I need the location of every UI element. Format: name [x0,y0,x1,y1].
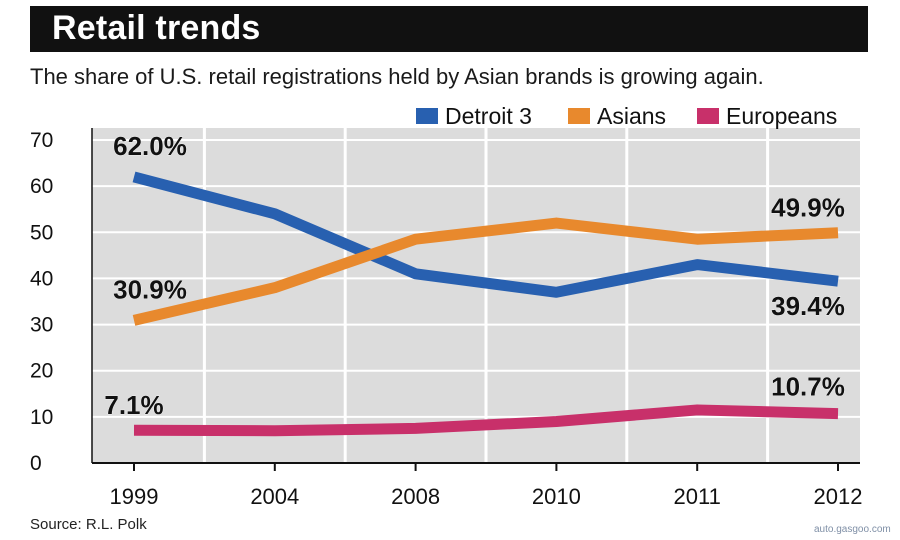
legend-swatch [416,108,438,124]
y-tick-label: 50 [30,221,53,244]
data-label: 7.1% [104,390,163,420]
legend-swatch [568,108,590,124]
y-tick-label: 0 [30,452,42,475]
y-tick-label: 30 [30,314,53,337]
x-tick-label: 2010 [532,484,581,509]
y-tick-label: 40 [30,267,53,290]
data-label: 39.4% [771,291,845,321]
watermark-text: auto.gasgoo.com [814,524,891,535]
series-line [132,171,839,298]
y-tick-label: 20 [30,360,53,383]
series-line [132,217,839,326]
x-tick-label: 1999 [110,484,159,509]
y-tick-label: 60 [30,175,53,198]
legend-swatch [697,108,719,124]
title-bar: Retail trends [30,6,868,52]
y-tick-label: 70 [30,129,53,152]
x-tick-label: 2012 [814,484,863,509]
legend-label: Detroit 3 [445,103,532,129]
chart-title: Retail trends [52,9,261,47]
series-line [133,404,839,437]
data-label: 30.9% [113,274,187,304]
x-tick-label: 2004 [250,484,299,509]
source-note: Source: R.L. Polk [30,516,147,533]
data-label: 49.9% [771,193,845,223]
data-label: 10.7% [771,372,845,402]
chart-subtitle: The share of U.S. retail registrations h… [30,64,764,89]
legend-label: Asians [597,103,666,129]
x-tick-label: 2008 [391,484,440,509]
y-tick-label: 10 [30,406,53,429]
legend-label: Europeans [726,103,837,129]
data-label: 62.0% [113,131,187,161]
x-tick-label: 2011 [674,484,721,509]
watermark-logo: auto.gasgoo.com [806,506,892,538]
